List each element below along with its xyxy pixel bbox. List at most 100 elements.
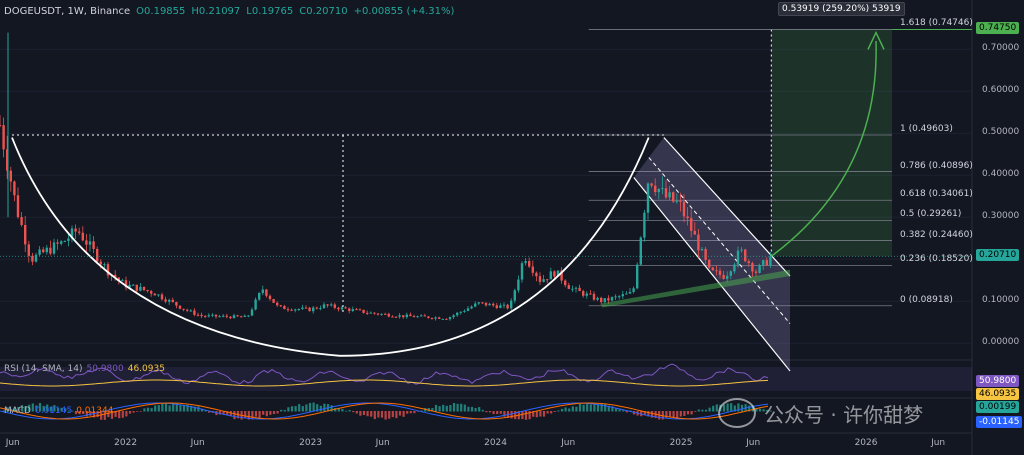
- candle-body: [279, 305, 282, 307]
- candle-body: [153, 293, 156, 296]
- macd-bar: [672, 411, 675, 418]
- macd-bar: [49, 406, 52, 412]
- candle-body: [394, 316, 398, 318]
- candle-body: [690, 218, 693, 231]
- macd-bar: [132, 411, 135, 413]
- candle-body: [243, 315, 246, 317]
- macd-bar: [388, 411, 391, 419]
- candle-body: [686, 216, 689, 219]
- macd-bar: [17, 406, 20, 412]
- macd-bar: [474, 408, 477, 412]
- macd-bar: [13, 407, 16, 412]
- macd-bar: [107, 411, 110, 418]
- candle-body: [268, 295, 272, 300]
- macd-bar: [182, 405, 186, 412]
- macd-bar: [578, 403, 582, 412]
- candle-body: [506, 304, 509, 309]
- candle-body: [63, 241, 66, 243]
- macd-bar: [46, 404, 49, 412]
- candle-body: [85, 240, 88, 245]
- macd-bar: [262, 411, 265, 415]
- macd-bar: [449, 405, 452, 412]
- macd-bar: [708, 407, 711, 412]
- macd-bar: [276, 411, 279, 414]
- candle-body: [312, 307, 315, 312]
- candle-body: [20, 217, 23, 225]
- macd-bar: [596, 403, 600, 412]
- macd-bar: [452, 403, 456, 412]
- candle-body: [34, 254, 38, 262]
- macd-bar: [330, 405, 333, 412]
- candle-body: [484, 302, 488, 306]
- candle-body: [502, 304, 506, 306]
- macd-m1: 0.01145: [34, 406, 73, 416]
- candle-body: [409, 314, 412, 317]
- candle-body: [222, 315, 225, 317]
- rsi-band: [0, 367, 972, 391]
- macd-bar: [85, 411, 88, 417]
- candle-body: [398, 315, 401, 317]
- close-value: C0.20710: [299, 5, 348, 17]
- candle-body: [726, 275, 729, 279]
- symbol-label[interactable]: DOGEUSDT, 1W, Binance: [4, 5, 131, 17]
- candle-body: [420, 315, 423, 317]
- macd-bar: [154, 405, 157, 412]
- candle-body: [340, 307, 344, 310]
- macd-bar: [406, 411, 409, 414]
- price-tick-label: 0.00000: [982, 337, 1020, 348]
- macd-bar: [229, 411, 232, 417]
- candle-body: [553, 271, 556, 277]
- candle-body: [614, 296, 617, 298]
- macd-bar: [539, 411, 542, 417]
- candle-body: [751, 263, 754, 272]
- macd-bar: [589, 404, 592, 412]
- candle-body: [178, 305, 182, 309]
- macd-bar: [125, 411, 128, 417]
- macd-bar: [121, 411, 124, 418]
- macd-bar: [460, 403, 463, 412]
- macd-bar: [593, 403, 596, 412]
- macd-bar: [650, 411, 654, 418]
- candle-body: [146, 290, 149, 292]
- macd-bar: [416, 411, 420, 412]
- candle-body: [517, 279, 520, 291]
- candle-body: [668, 192, 671, 198]
- macd-bar: [409, 411, 412, 414]
- candle-body: [49, 247, 52, 254]
- fib-label: 0.618 (0.34061): [900, 189, 973, 200]
- price-tick-label: 0.70000: [982, 43, 1020, 54]
- candle-body: [697, 234, 700, 251]
- macd-bar: [762, 409, 765, 412]
- candle-body: [9, 170, 12, 182]
- candle-body: [567, 285, 570, 289]
- candle-body: [499, 305, 502, 308]
- macd-bar: [157, 404, 160, 412]
- macd-bar: [434, 404, 438, 412]
- time-tick-label: Jun: [931, 438, 946, 448]
- macd-bar: [550, 411, 553, 414]
- candle-body: [168, 299, 171, 302]
- candle-body: [729, 271, 732, 276]
- macd-bar: [647, 411, 650, 417]
- candle-body: [708, 259, 711, 268]
- macd-bar: [766, 409, 769, 412]
- macd-bar: [510, 411, 513, 419]
- candle-body: [121, 280, 124, 282]
- candle-body: [596, 297, 599, 300]
- time-tick-label: 2022: [114, 438, 138, 448]
- macd-bar: [150, 408, 153, 412]
- candle-body: [258, 292, 261, 300]
- candle-body: [463, 310, 466, 312]
- candle-body: [765, 260, 768, 266]
- candle-body: [124, 280, 128, 288]
- candle-body: [45, 247, 48, 253]
- macd-bar: [175, 403, 178, 412]
- candle-body: [549, 271, 552, 280]
- macd-bar: [82, 411, 85, 414]
- macd-bar: [380, 411, 384, 418]
- macd-bar: [67, 410, 70, 412]
- time-tick-label: 2025: [669, 438, 693, 448]
